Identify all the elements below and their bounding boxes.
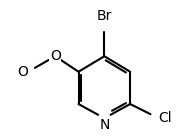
Text: N: N	[99, 118, 110, 132]
Text: Cl: Cl	[158, 111, 172, 125]
Text: O: O	[17, 65, 28, 79]
Text: O: O	[50, 49, 61, 63]
Text: Br: Br	[97, 9, 112, 23]
